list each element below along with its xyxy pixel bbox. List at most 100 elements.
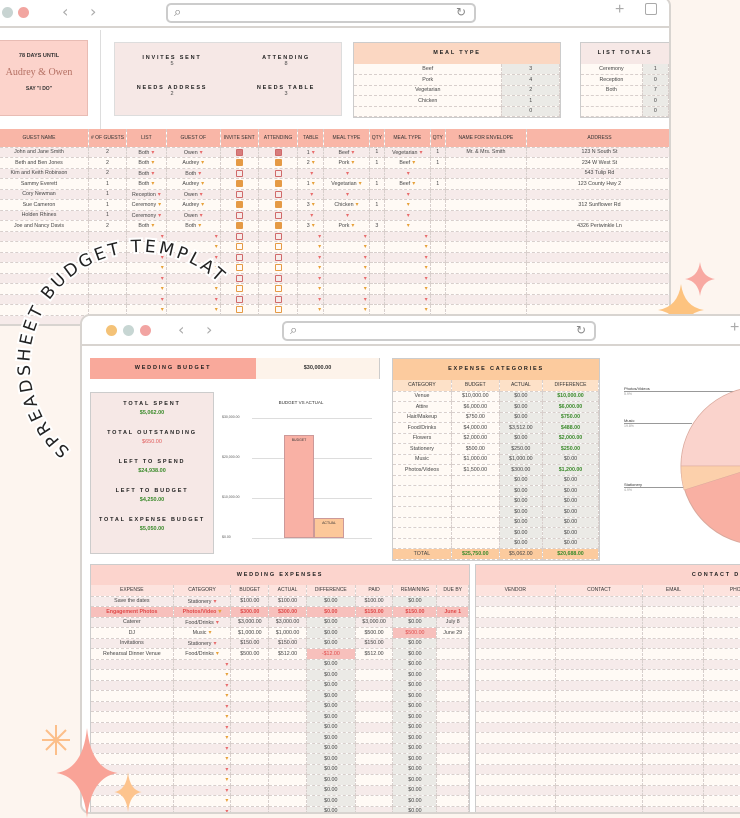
dropdown-arrow-icon[interactable]: ▾	[160, 254, 164, 261]
dropdown-arrow-icon[interactable]: ▾	[158, 202, 162, 209]
dropdown-arrow-icon[interactable]: ▾	[225, 745, 229, 752]
column-header[interactable]: QTY	[430, 129, 446, 148]
dropdown-arrow-icon[interactable]: ▾	[424, 265, 428, 272]
dropdown-arrow-icon[interactable]: ▾	[363, 286, 367, 293]
new-tab-icon[interactable]: +	[730, 319, 740, 336]
dropdown-arrow-icon[interactable]: ▾	[424, 233, 428, 240]
column-header[interactable]: MEAL TYPE	[323, 129, 370, 148]
dropdown-arrow-icon[interactable]: ▾	[424, 244, 428, 251]
column-header[interactable]: GUEST NAME	[0, 129, 89, 148]
checkbox[interactable]	[274, 232, 282, 240]
checkbox[interactable]	[235, 285, 243, 293]
dropdown-arrow-icon[interactable]: ▾	[214, 296, 218, 303]
dropdown-arrow-icon[interactable]: ▾	[363, 275, 367, 282]
dropdown-arrow-icon[interactable]: ▾	[214, 233, 218, 240]
dropdown-arrow-icon[interactable]: ▾	[213, 640, 217, 647]
dropdown-arrow-icon[interactable]: ▾	[363, 307, 367, 314]
forward-icon[interactable]: ›	[90, 2, 97, 21]
checkbox[interactable]	[274, 243, 282, 251]
dropdown-arrow-icon[interactable]: ▾	[151, 170, 155, 177]
dropdown-arrow-icon[interactable]: ▾	[198, 223, 202, 230]
dropdown-arrow-icon[interactable]: ▾	[318, 286, 322, 293]
checkbox[interactable]	[274, 159, 282, 167]
column-header[interactable]: EXPENSE	[91, 585, 174, 597]
checkbox[interactable]	[274, 295, 282, 303]
dropdown-arrow-icon[interactable]: ▾	[406, 191, 410, 198]
dropdown-arrow-icon[interactable]: ▾	[157, 191, 161, 198]
checkbox[interactable]	[274, 222, 282, 230]
column-header[interactable]: PAID	[355, 585, 394, 597]
dropdown-arrow-icon[interactable]: ▾	[424, 296, 428, 303]
dropdown-arrow-icon[interactable]: ▾	[311, 160, 315, 167]
dropdown-arrow-icon[interactable]: ▾	[345, 170, 349, 177]
checkbox[interactable]	[235, 306, 243, 314]
dropdown-arrow-icon[interactable]: ▾	[225, 787, 229, 794]
dropdown-arrow-icon[interactable]: ▾	[225, 756, 229, 763]
dropdown-arrow-icon[interactable]: ▾	[310, 170, 314, 177]
dropdown-arrow-icon[interactable]: ▾	[225, 777, 229, 784]
dropdown-arrow-icon[interactable]: ▾	[424, 275, 428, 282]
dropdown-arrow-icon[interactable]: ▾	[225, 724, 229, 731]
column-header[interactable]: NAME FOR ENVELOPE	[445, 129, 527, 148]
dropdown-arrow-icon[interactable]: ▾	[318, 233, 322, 240]
dropdown-arrow-icon[interactable]: ▾	[225, 735, 229, 742]
checkbox[interactable]	[274, 253, 282, 261]
dropdown-arrow-icon[interactable]: ▾	[351, 160, 355, 167]
dropdown-arrow-icon[interactable]: ▾	[318, 307, 322, 314]
dropdown-arrow-icon[interactable]: ▾	[311, 202, 315, 209]
column-header[interactable]: PHONE	[703, 585, 740, 597]
column-header[interactable]: DUE BY	[436, 585, 469, 597]
column-header[interactable]: DIFFERENCE	[306, 585, 356, 597]
column-header[interactable]: TABLE	[297, 129, 325, 148]
dropdown-arrow-icon[interactable]: ▾	[151, 223, 155, 230]
dropdown-arrow-icon[interactable]: ▾	[215, 651, 219, 658]
dropdown-arrow-icon[interactable]: ▾	[318, 254, 322, 261]
dropdown-arrow-icon[interactable]: ▾	[406, 212, 410, 219]
dropdown-arrow-icon[interactable]: ▾	[225, 693, 229, 700]
dropdown-arrow-icon[interactable]: ▾	[214, 254, 218, 261]
dropdown-arrow-icon[interactable]: ▾	[225, 808, 229, 814]
dropdown-arrow-icon[interactable]: ▾	[351, 149, 355, 156]
checkbox[interactable]	[274, 169, 282, 177]
column-header[interactable]: BUDGET	[451, 380, 500, 392]
bar-actual[interactable]: ACTUAL	[314, 517, 344, 538]
dropdown-arrow-icon[interactable]: ▾	[358, 181, 362, 188]
refresh-icon[interactable]: ↻	[575, 323, 586, 337]
dropdown-arrow-icon[interactable]: ▾	[355, 202, 359, 209]
dropdown-arrow-icon[interactable]: ▾	[199, 212, 203, 219]
dropdown-arrow-icon[interactable]: ▾	[158, 212, 162, 219]
refresh-icon[interactable]: ↻	[455, 5, 466, 19]
dropdown-arrow-icon[interactable]: ▾	[151, 149, 155, 156]
dropdown-arrow-icon[interactable]: ▾	[213, 598, 217, 605]
checkbox[interactable]	[235, 180, 243, 188]
dropdown-arrow-icon[interactable]: ▾	[424, 307, 428, 314]
dropdown-arrow-icon[interactable]: ▾	[419, 149, 423, 156]
column-header[interactable]: DIFFERENCE	[542, 380, 600, 392]
column-header[interactable]: BUDGET	[230, 585, 270, 597]
dropdown-arrow-icon[interactable]: ▾	[151, 181, 155, 188]
dropdown-arrow-icon[interactable]: ▾	[311, 223, 315, 230]
checkbox[interactable]	[235, 190, 243, 198]
dropdown-arrow-icon[interactable]: ▾	[225, 714, 229, 721]
column-header[interactable]: ATTENDING	[258, 129, 299, 148]
dropdown-arrow-icon[interactable]: ▾	[412, 160, 416, 167]
new-tab-icon[interactable]: +	[615, 1, 625, 18]
dropdown-arrow-icon[interactable]: ▾	[215, 619, 219, 626]
column-header[interactable]: QTY	[369, 129, 386, 148]
window-close-dot[interactable]	[106, 325, 117, 336]
address-bar[interactable]: ⌕ ↻	[282, 321, 596, 341]
checkbox[interactable]	[274, 148, 282, 156]
column-header[interactable]: CONTACT	[555, 585, 644, 597]
dropdown-arrow-icon[interactable]: ▾	[160, 307, 164, 314]
dropdown-arrow-icon[interactable]: ▾	[424, 286, 428, 293]
checkbox[interactable]	[235, 222, 243, 230]
column-header[interactable]: INVITE SENT	[220, 129, 259, 148]
dropdown-arrow-icon[interactable]: ▾	[318, 244, 322, 251]
back-icon[interactable]: ‹	[178, 320, 185, 339]
column-header[interactable]: REMAINING	[392, 585, 438, 597]
dropdown-arrow-icon[interactable]: ▾	[225, 682, 229, 689]
checkbox[interactable]	[274, 211, 282, 219]
dropdown-arrow-icon[interactable]: ▾	[201, 202, 205, 209]
window-zoom-dot[interactable]	[140, 325, 151, 336]
forward-icon[interactable]: ›	[206, 320, 213, 339]
